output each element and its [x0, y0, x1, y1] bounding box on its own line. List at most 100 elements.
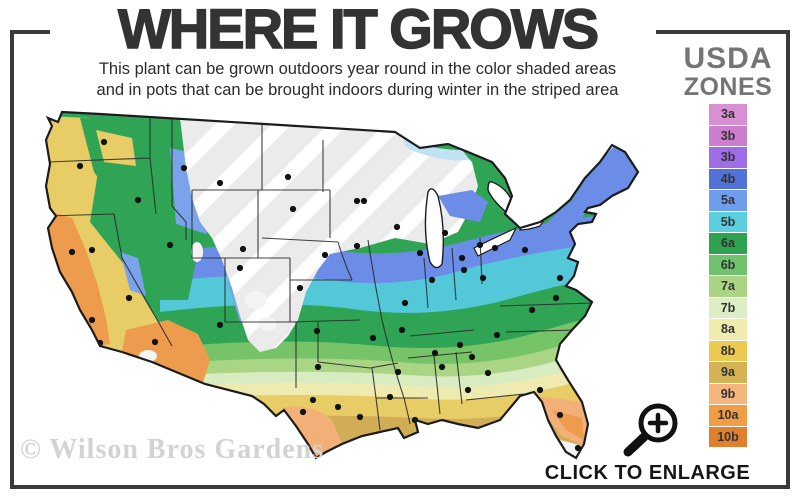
city-dot: [353, 197, 361, 205]
subtitle-line-1: This plant can be grown outdoors year ro…: [98, 60, 617, 78]
legend-swatch-10b-15: 10b: [709, 426, 747, 447]
city-dot: [289, 205, 297, 213]
city-dot: [125, 294, 133, 302]
city-dot: [528, 306, 536, 314]
legend-swatch-label: 3a: [721, 107, 735, 122]
usda-zone-map[interactable]: [40, 98, 672, 482]
watermark: © Wilson Bros Gardens: [20, 434, 325, 465]
state-borders: [46, 113, 593, 431]
city-dot: [428, 276, 436, 284]
legend-swatch-label: 5b: [720, 214, 736, 229]
city-dot: [476, 241, 484, 249]
legend-swatch-3b-1: 3b: [709, 125, 747, 146]
city-dot: [393, 223, 401, 231]
city-dot: [296, 284, 304, 292]
city-dot: [479, 274, 487, 282]
city-dot: [356, 413, 364, 421]
city-dot: [549, 191, 557, 199]
magnifier-zoom-icon[interactable]: [610, 400, 686, 460]
legend-swatch-6a-6: 6a: [709, 233, 747, 254]
click-to-enlarge-button[interactable]: CLICK TO ENLARGE: [540, 400, 755, 485]
legend-swatch-5a-4: 5a: [709, 190, 747, 211]
city-dot: [552, 294, 560, 302]
legend-swatch-label: 9b: [720, 386, 736, 401]
legend-swatch-label: 3b: [720, 128, 736, 143]
city-dot: [468, 353, 476, 361]
frame-border-left: [10, 31, 14, 488]
legend-swatch-8b-11: 8b: [709, 340, 747, 361]
city-dot: [416, 249, 424, 257]
legend-zone-list: 3a 3b 3b 4b 5a 5b 6a 6b 7a 7b 8a 8b 9a 9b 10a 10b: [672, 104, 784, 447]
legend-swatch-7b-9: 7b: [709, 297, 747, 318]
legend-swatch-label: 8b: [720, 343, 736, 358]
city-dot: [100, 138, 108, 146]
city-dot: [334, 403, 342, 411]
city-dot: [216, 179, 224, 187]
click-to-enlarge-label[interactable]: CLICK TO ENLARGE: [544, 462, 751, 484]
frame-border-right: [786, 30, 790, 488]
city-dot: [441, 229, 449, 237]
city-dot: [398, 326, 406, 334]
city-dot: [543, 206, 551, 214]
legend-swatch-label: 4b: [720, 171, 736, 186]
legend-swatch-9b-13: 9b: [709, 383, 747, 404]
city-dot: [284, 173, 292, 181]
city-dot: [491, 244, 499, 252]
legend-title-usda: USDA: [683, 42, 773, 75]
city-dot: [88, 246, 96, 254]
city-dot: [574, 444, 582, 452]
city-dot: [180, 164, 188, 172]
city-dot: [401, 299, 409, 307]
header: WHERE IT GROWS This plant can be grown o…: [0, 0, 715, 100]
city-dot: [456, 341, 464, 349]
page-title: WHERE IT GROWS: [117, 0, 600, 60]
lake-erie: [473, 226, 518, 257]
city-dot: [458, 254, 466, 262]
city-dot: [151, 338, 159, 346]
city-dot: [321, 251, 329, 259]
legend-swatch-label: 7a: [721, 279, 735, 294]
legend-swatch-label: 6b: [720, 257, 736, 272]
legend-swatch-label: 8a: [721, 322, 735, 337]
city-dot: [464, 386, 472, 394]
city-dot: [394, 368, 402, 376]
city-dot: [68, 248, 76, 256]
city-dot: [556, 274, 564, 282]
legend-swatch-label: 10b: [717, 429, 739, 444]
city-dot: [216, 321, 224, 329]
city-dot: [438, 363, 446, 371]
city-dot: [166, 241, 174, 249]
legend-swatch-label: 6a: [721, 236, 735, 251]
legend-swatch-3a-0: 3a: [709, 104, 747, 125]
city-dot: [564, 189, 572, 197]
city-dot: [536, 386, 544, 394]
legend-swatch-5b-5: 5b: [709, 211, 747, 232]
city-dot: [360, 197, 368, 205]
city-dot: [431, 349, 439, 357]
city-dot: [369, 334, 377, 342]
city-dot: [353, 242, 361, 250]
legend-swatch-7a-8: 7a: [709, 276, 747, 297]
city-dot: [313, 327, 321, 335]
city-dot: [520, 203, 528, 211]
legend-swatch-4b-3: 4b: [709, 168, 747, 189]
legend-swatch-label: 10a: [717, 408, 739, 423]
legend-swatch-label: 5a: [721, 193, 735, 208]
city-dot: [134, 196, 142, 204]
city-dot: [76, 162, 84, 170]
legend-swatch-label: 7b: [720, 300, 736, 315]
city-dot: [521, 246, 529, 254]
city-dot: [88, 316, 96, 324]
city-dot: [236, 264, 244, 272]
city-dot: [493, 331, 501, 339]
frame-border-top-right: [656, 30, 790, 34]
city-dot: [460, 266, 468, 274]
city-dot: [314, 363, 322, 371]
legend-swatch-8a-10: 8a: [709, 319, 747, 340]
subtitle-line-2: and in pots that can be brought indoors …: [96, 81, 619, 99]
frame-border-bottom: [10, 485, 790, 489]
legend-swatch-label: 9a: [721, 365, 735, 380]
city-dot: [386, 393, 394, 401]
legend-swatch-label: 3b: [720, 150, 736, 165]
